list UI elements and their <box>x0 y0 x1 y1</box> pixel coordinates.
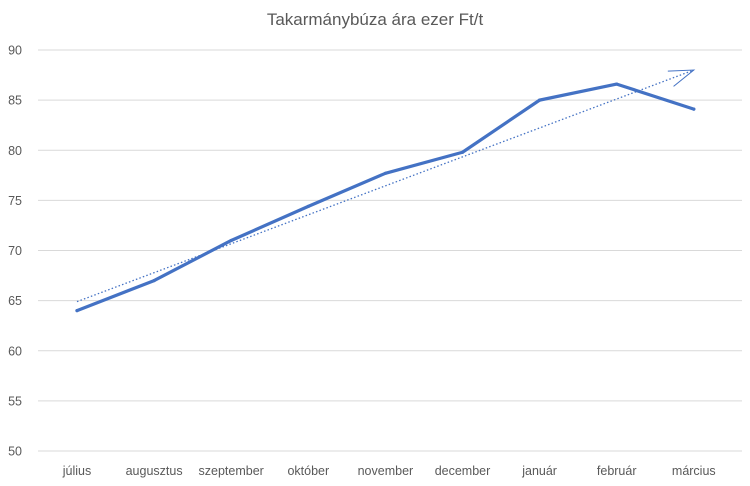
series-line-0 <box>75 82 696 313</box>
data-point <box>538 98 542 102</box>
y-tick-label: 85 <box>8 94 22 108</box>
data-point <box>75 309 79 313</box>
trendline-arrowhead <box>667 69 696 87</box>
x-tick-label: november <box>358 464 414 478</box>
data-point <box>383 171 387 175</box>
y-tick-label: 80 <box>8 144 22 158</box>
x-tick-label: július <box>62 464 92 478</box>
y-tick-label: 90 <box>8 44 22 58</box>
data-point <box>615 82 619 86</box>
x-tick-label: szeptember <box>199 464 264 478</box>
data-point <box>460 150 465 154</box>
data-point <box>229 238 233 243</box>
x-tick-label: október <box>287 464 329 478</box>
y-tick-label: 65 <box>8 294 22 308</box>
x-tick-label: március <box>672 464 716 478</box>
data-point <box>152 278 156 283</box>
data-point <box>306 204 310 208</box>
trendline <box>76 69 695 303</box>
x-tick-label: február <box>597 464 637 478</box>
data-point <box>692 107 696 111</box>
y-tick-label: 60 <box>8 344 22 358</box>
x-tick-label: január <box>521 464 557 478</box>
x-tick-label: augusztus <box>126 464 183 478</box>
x-tick-label: december <box>435 464 491 478</box>
y-tick-label: 50 <box>8 445 22 459</box>
y-tick-label: 55 <box>8 394 22 408</box>
y-tick-label: 75 <box>8 194 22 208</box>
chart-title: Takarmánybúza ára ezer Ft/t <box>266 10 484 29</box>
y-tick-label: 70 <box>8 244 22 258</box>
